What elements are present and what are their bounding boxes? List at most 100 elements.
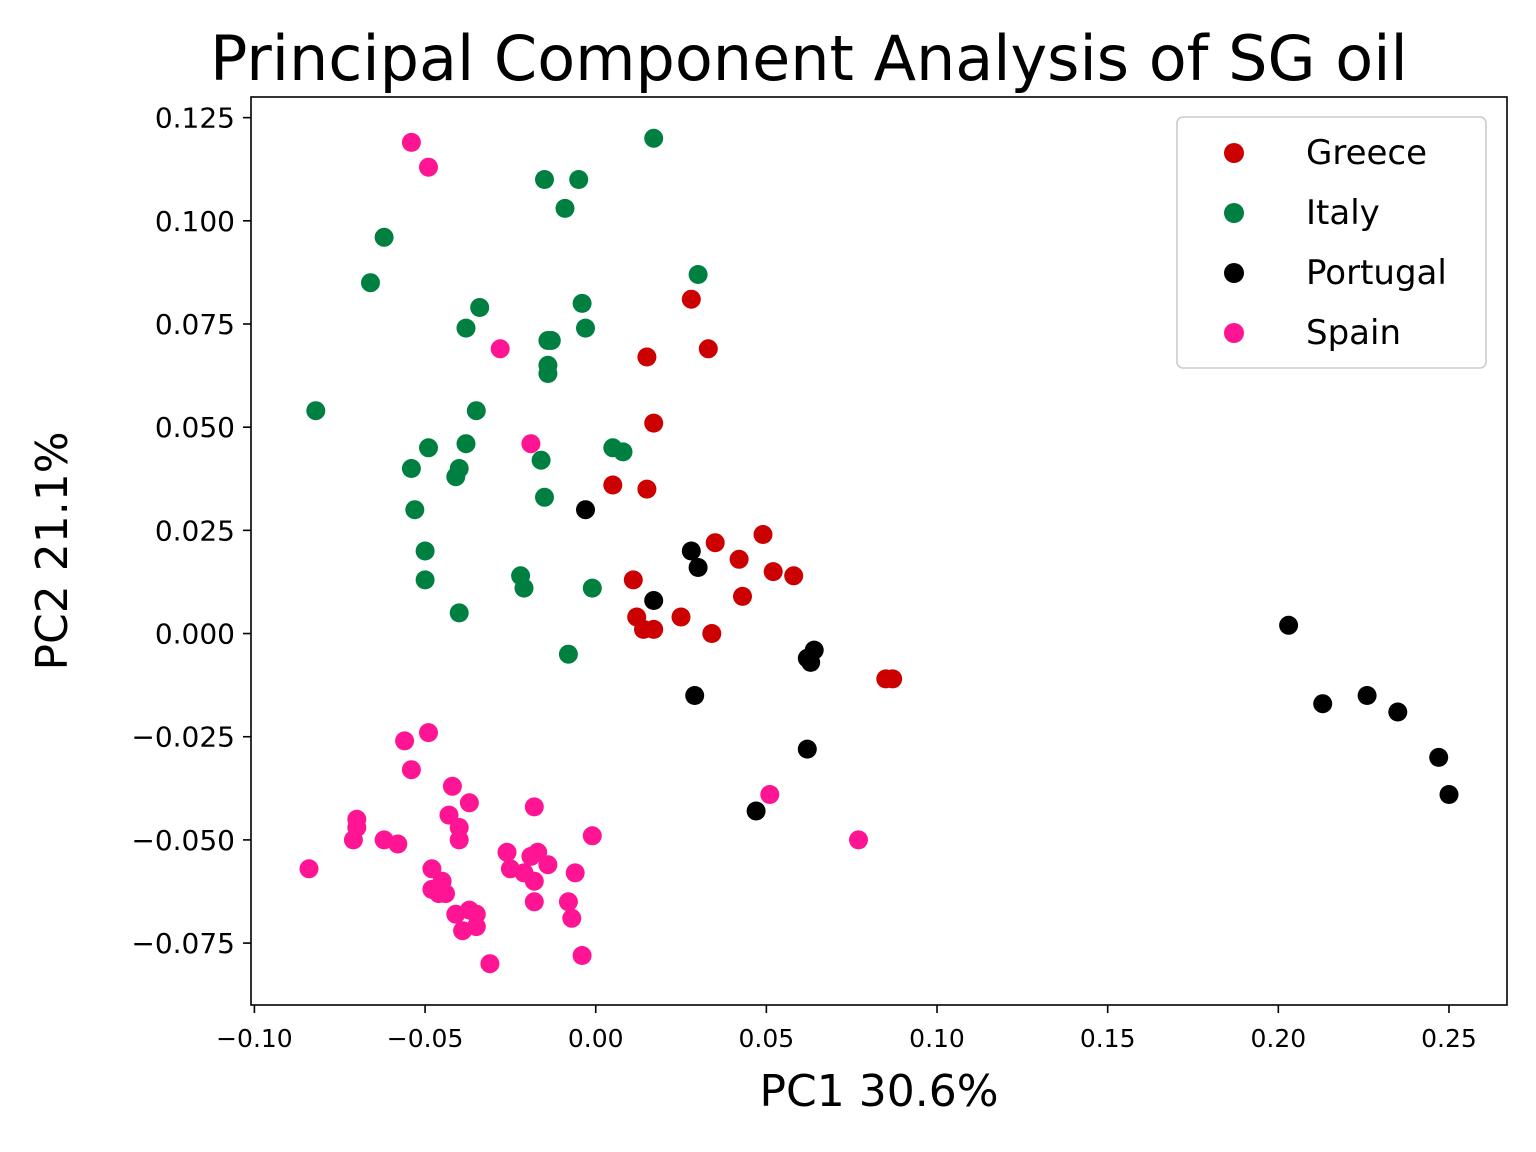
data-point-spain	[343, 830, 363, 850]
data-point-italy	[446, 467, 466, 487]
data-point-spain	[524, 892, 544, 912]
data-point-spain	[388, 834, 408, 854]
data-point-portugal	[576, 500, 595, 520]
data-point-spain	[395, 731, 415, 751]
data-point-spain	[299, 859, 319, 879]
data-point-italy	[576, 318, 595, 338]
data-point-greece	[603, 475, 623, 495]
data-point-spain	[442, 776, 462, 796]
y-tick-label: −0.075	[131, 927, 235, 960]
data-point-spain	[562, 908, 582, 928]
y-axis-label: PC2 21.1%	[27, 431, 78, 670]
data-point-greece	[702, 624, 722, 643]
data-point-portugal	[1388, 702, 1408, 722]
data-point-portugal	[1313, 694, 1333, 714]
data-point-greece	[637, 479, 657, 499]
data-point-spain	[572, 946, 592, 965]
legend-marker-italy	[1224, 203, 1244, 223]
data-point-italy	[538, 364, 558, 383]
data-point-italy	[374, 227, 394, 247]
data-point-portugal	[1429, 747, 1449, 767]
data-point-italy	[688, 265, 708, 284]
data-point-italy	[555, 198, 575, 218]
plot-frame	[250, 96, 1508, 1006]
data-point-spain	[524, 797, 544, 817]
data-point-italy	[405, 500, 425, 520]
data-point-italy	[644, 128, 664, 148]
data-point-spain	[521, 846, 541, 866]
y-tick-label: −0.025	[131, 721, 235, 754]
data-point-spain	[480, 954, 500, 974]
data-point-portugal	[746, 801, 766, 821]
data-point-italy	[456, 318, 476, 338]
data-point-spain	[849, 830, 868, 850]
data-point-italy	[514, 578, 534, 598]
data-point-italy	[415, 541, 435, 561]
data-point-italy	[306, 401, 326, 421]
data-points-layer	[299, 128, 1459, 974]
y-tick-label: 0.000	[155, 618, 235, 651]
data-point-spain	[466, 917, 486, 937]
y-axis-ticks: 0.125 0.100 0.075 0.050 0.025 0.000 −0.025 −0.0…	[131, 102, 251, 960]
data-point-portugal	[685, 686, 705, 705]
data-point-spain	[490, 339, 510, 359]
data-point-spain	[419, 157, 438, 177]
data-point-greece	[671, 607, 691, 627]
y-tick-label: −0.050	[131, 824, 235, 857]
data-point-italy	[535, 487, 554, 507]
data-point-spain	[521, 434, 541, 454]
data-point-spain	[760, 785, 780, 804]
data-point-spain	[436, 884, 455, 904]
data-point-spain	[538, 855, 558, 875]
data-point-italy	[419, 438, 438, 458]
data-point-italy	[613, 442, 633, 462]
data-point-italy	[361, 273, 380, 293]
x-tick-label: 0.25	[1421, 1024, 1477, 1053]
x-axis-label: PC1 30.6%	[759, 1066, 998, 1117]
data-point-portugal	[1439, 785, 1459, 804]
legend-label-greece: Greece	[1306, 133, 1427, 173]
data-point-italy	[572, 293, 592, 313]
data-point-spain	[582, 826, 602, 846]
y-tick-label: 0.025	[155, 514, 235, 547]
data-point-portugal	[801, 652, 821, 672]
data-point-italy	[582, 578, 602, 598]
data-point-greece	[644, 619, 664, 639]
data-point-spain	[558, 892, 578, 912]
data-point-spain	[497, 842, 517, 862]
data-point-italy	[531, 450, 551, 470]
data-point-spain	[401, 760, 421, 780]
legend-marker-greece	[1224, 143, 1244, 163]
legend-label-italy: Italy	[1306, 193, 1380, 233]
legend-marker-portugal	[1224, 263, 1244, 283]
data-point-portugal	[681, 541, 701, 561]
y-tick-label: 0.075	[155, 308, 235, 341]
data-point-greece	[623, 570, 643, 590]
data-point-portugal	[1279, 615, 1299, 635]
data-point-greece	[733, 586, 752, 606]
data-point-greece	[883, 669, 903, 689]
y-tick-label: 0.050	[155, 411, 235, 444]
data-point-spain	[459, 793, 479, 813]
data-point-greece	[753, 525, 773, 544]
legend-label-portugal: Portugal	[1306, 253, 1447, 293]
data-point-italy	[538, 331, 558, 350]
x-axis-ticks: −0.10 −0.05 0.00 0.05 0.10 0.15 0.20 0.25	[216, 1005, 1477, 1053]
data-point-greece	[763, 562, 783, 582]
data-point-portugal	[644, 591, 664, 610]
data-point-spain	[449, 830, 469, 850]
legend-marker-spain	[1224, 323, 1244, 343]
legend-box	[1176, 116, 1487, 369]
data-point-italy	[470, 298, 490, 317]
x-tick-label: −0.05	[387, 1024, 464, 1053]
x-tick-label: 0.15	[1080, 1024, 1136, 1053]
data-point-italy	[456, 434, 476, 454]
data-point-greece	[644, 413, 664, 433]
y-tick-label: 0.100	[155, 205, 235, 238]
data-point-italy	[466, 401, 486, 421]
data-point-portugal	[797, 739, 817, 759]
x-tick-label: 0.00	[568, 1024, 624, 1053]
data-point-portugal	[1357, 686, 1377, 705]
data-point-spain	[565, 863, 585, 883]
